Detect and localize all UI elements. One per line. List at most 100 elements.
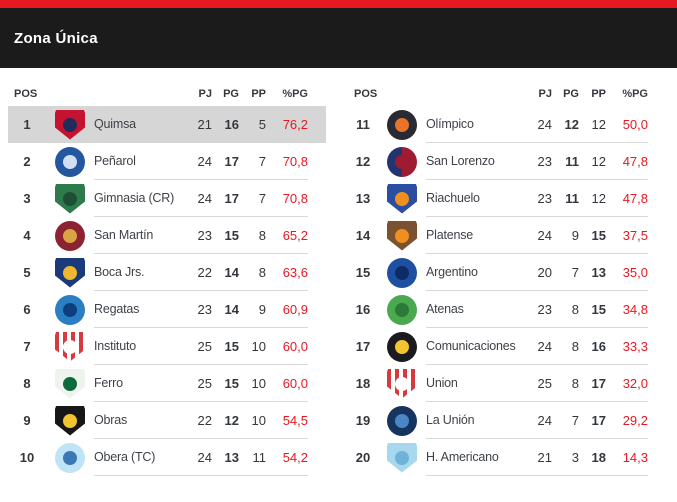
pct-value: 33,3: [622, 338, 648, 354]
team-name: San Martín: [94, 228, 154, 242]
col-logo-spacer: [46, 94, 94, 95]
position: 16: [355, 302, 371, 317]
union-logo: [387, 368, 417, 399]
riachuelo-logo: [387, 183, 417, 214]
standings-row[interactable]: 11 Olímpico 24 12 12 50,0: [348, 106, 648, 143]
position: 9: [23, 413, 31, 428]
h-americano-logo: [387, 442, 417, 473]
position: 10: [19, 450, 35, 465]
pct-value: 60,0: [282, 338, 308, 354]
pct-value: 47,8: [622, 190, 648, 206]
standings-row[interactable]: 1 Quimsa 21 16 5 76,2: [8, 106, 326, 143]
pp-value: 15: [591, 301, 606, 317]
pj-value: 20: [537, 264, 552, 280]
pp-value: 12: [591, 153, 606, 169]
pj-value: 24: [197, 153, 212, 169]
standings-row[interactable]: 10 Obera (TC) 24 13 11 54,2: [8, 439, 326, 476]
team-name: Obras: [94, 413, 128, 427]
accent-bar: [0, 0, 677, 8]
pct-value: 50,0: [622, 116, 648, 132]
standings-row[interactable]: 20 H. Americano 21 3 18 14,3: [348, 439, 648, 476]
standings-row[interactable]: 17 Comunicaciones 24 8 16 33,3: [348, 328, 648, 365]
standings-row[interactable]: 14 Platense 24 9 15 37,5: [348, 217, 648, 254]
team-name: Argentino: [426, 265, 478, 279]
team-name: Riachuelo: [426, 191, 480, 205]
pg-value: 11: [565, 190, 579, 206]
pj-value: 24: [197, 449, 212, 465]
standings-row[interactable]: 15 Argentino 20 7 13 35,0: [348, 254, 648, 291]
team-name: San Lorenzo: [426, 154, 495, 168]
pp-value: 7: [258, 190, 266, 206]
standings-row[interactable]: 12 San Lorenzo 23 11 12 47,8: [348, 143, 648, 180]
standings-row[interactable]: 16 Atenas 23 8 15 34,8: [348, 291, 648, 328]
standings-row[interactable]: 18 Union 25 8 17 32,0: [348, 365, 648, 402]
penarol-logo: [55, 146, 85, 177]
san-lorenzo-logo: [387, 146, 417, 177]
col-pos: POS: [14, 88, 38, 100]
pct-value: 32,0: [622, 375, 648, 391]
team-name: Boca Jrs.: [94, 265, 145, 279]
pg-value: 8: [571, 301, 579, 317]
pg-value: 16: [224, 116, 239, 132]
position: 13: [355, 191, 371, 206]
standings-row[interactable]: 2 Peñarol 24 17 7 70,8: [8, 143, 326, 180]
pct-value: 76,2: [282, 116, 308, 132]
standings-row[interactable]: 19 La Unión 24 7 17 29,2: [348, 402, 648, 439]
standings-row[interactable]: 13 Riachuelo 23 11 12 47,8: [348, 180, 648, 217]
standings-row[interactable]: 8 Ferro 25 15 10 60,0: [8, 365, 326, 402]
pp-value: 5: [258, 116, 266, 132]
pj-value: 23: [197, 227, 212, 243]
pct-value: 54,2: [282, 449, 308, 465]
pg-value: 12: [224, 412, 239, 428]
team-name: Gimnasia (CR): [94, 191, 175, 205]
team-name: Instituto: [94, 339, 136, 353]
pct-value: 34,8: [622, 301, 648, 317]
pg-value: 9: [571, 227, 579, 243]
pct-value: 65,2: [282, 227, 308, 243]
pg-value: 17: [224, 153, 239, 169]
standings-row[interactable]: 6 Regatas 23 14 9 60,9: [8, 291, 326, 328]
pp-value: 8: [258, 264, 266, 280]
atenas-logo: [387, 294, 417, 325]
col-pp: PP: [251, 88, 266, 100]
standings-table-left: POS PJ PG PP %PG 1 Quimsa 21 16 5 76,2 2: [8, 82, 326, 476]
standings-row[interactable]: 5 Boca Jrs. 22 14 8 63,6: [8, 254, 326, 291]
pp-value: 18: [591, 449, 606, 465]
position: 7: [23, 339, 31, 354]
team-name: Quimsa: [94, 117, 136, 131]
pct-value: 14,3: [622, 449, 648, 465]
san-martin-logo: [55, 220, 85, 251]
team-name: Comunicaciones: [426, 339, 516, 353]
position: 19: [355, 413, 371, 428]
pp-value: 12: [591, 116, 606, 132]
standings-row[interactable]: 3 Gimnasia (CR) 24 17 7 70,8: [8, 180, 326, 217]
la-union-logo: [387, 405, 417, 436]
position: 11: [356, 117, 370, 132]
pp-value: 12: [591, 190, 606, 206]
column-header-row: POS PJ PG PP %PG: [8, 82, 326, 106]
team-name: Atenas: [426, 302, 464, 316]
team-name: Obera (TC): [94, 450, 156, 464]
position: 4: [23, 228, 31, 243]
pg-value: 17: [224, 190, 239, 206]
position: 5: [23, 265, 31, 280]
position: 14: [355, 228, 371, 243]
standings-row[interactable]: 4 San Martín 23 15 8 65,2: [8, 217, 326, 254]
ferro-logo: [55, 368, 85, 399]
pj-value: 24: [537, 338, 552, 354]
standings-row[interactable]: 7 Instituto 25 15 10 60,0: [8, 328, 326, 365]
comunicaciones-logo: [387, 331, 417, 362]
pg-value: 3: [571, 449, 579, 465]
standings-row[interactable]: 9 Obras 22 12 10 54,5: [8, 402, 326, 439]
pj-value: 22: [197, 264, 212, 280]
pg-value: 14: [224, 301, 239, 317]
col-pct: %PG: [282, 88, 308, 100]
position: 1: [23, 117, 31, 132]
pj-value: 23: [537, 153, 552, 169]
pg-value: 14: [224, 264, 239, 280]
boca-jrs-logo: [55, 257, 85, 288]
col-pg: PG: [223, 88, 239, 100]
column-header-row: POS PJ PG PP %PG: [348, 82, 648, 106]
team-name: Peñarol: [94, 154, 136, 168]
zone-header: Zona Única: [0, 8, 677, 68]
